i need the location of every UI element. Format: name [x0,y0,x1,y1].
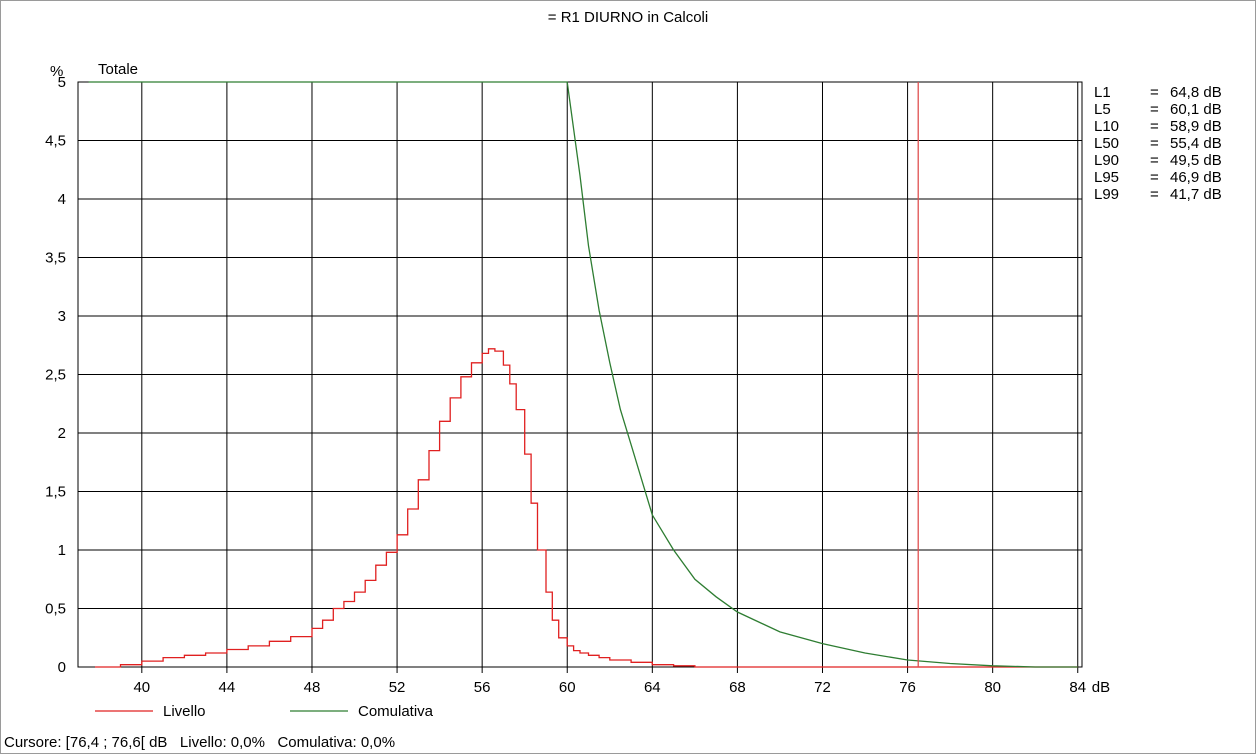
x-ticks: 40 44 48 52 56 60 64 68 72 76 80 84 dB [133,679,1110,696]
legend-label: Livello [163,703,206,720]
legend: Livello Comulativa [95,703,434,720]
x-tick-label: 72 [814,679,831,696]
y-tick-label: 4 [58,191,66,208]
x-tick-label: 52 [389,679,406,696]
x-tick-label: 40 [133,679,150,696]
percentile-value: 41,7 dB [1170,186,1222,203]
percentile-label: L5 [1094,101,1111,118]
percentile-equals: = [1150,186,1159,203]
x-tick-label: 56 [474,679,491,696]
y-tick-label: 0,5 [45,601,66,618]
legend-label: Comulativa [358,703,434,720]
percentile-value: 49,5 dB [1170,152,1222,169]
y-tick-label: 3,5 [45,250,66,267]
percentile-equals: = [1150,152,1159,169]
x-tick-label: 80 [984,679,1001,696]
x-tick-label: 44 [219,679,236,696]
x-tick-label: 84 [1069,679,1086,696]
percentile-value: 46,9 dB [1170,169,1222,186]
percentile-label: L50 [1094,135,1119,152]
y-tick-label: 1,5 [45,484,66,501]
percentile-value: 55,4 dB [1170,135,1222,152]
y-tick-label: 5 [58,74,66,91]
percentile-value: 64,8 dB [1170,84,1222,101]
x-tick-label: 76 [899,679,916,696]
percentile-equals: = [1150,169,1159,186]
y-axis-unit: % [50,63,63,80]
percentile-table: L1 = 64,8 dB L5 = 60,1 dB L10 = 58,9 dB L50 = 55,4 … [1094,84,1222,203]
y-tick-label: 0 [58,659,66,676]
y-tick-label: 2,5 [45,367,66,384]
cursor-readout: Cursore: [76,4 ; 76,6[ dB Livello: 0,0% … [4,734,396,751]
percentile-value: 58,9 dB [1170,118,1222,135]
x-tick-label: 64 [644,679,661,696]
percentile-label: L90 [1094,152,1119,169]
percentile-label: L10 [1094,118,1119,135]
y-tick-label: 4,5 [45,133,66,150]
chart-title: = R1 DIURNO in Calcoli [548,9,708,26]
series-comulativa [88,81,1078,668]
y-ticks: 0 0,5 1 1,5 2 2,5 3 3,5 4 4,5 5 [45,74,66,676]
percentile-label: L95 [1094,169,1119,186]
x-tick-label: 68 [729,679,746,696]
percentile-label: L99 [1094,186,1119,203]
percentile-equals: = [1150,101,1159,118]
x-tick-label: 60 [559,679,576,696]
grid [77,81,1083,673]
series-title: Totale [98,61,138,78]
x-axis-unit: dB [1092,679,1110,696]
percentile-equals: = [1150,135,1159,152]
percentile-equals: = [1150,84,1159,101]
percentile-label: L1 [1094,84,1111,101]
y-tick-label: 3 [58,308,66,325]
series [88,81,1078,668]
x-tick-label: 48 [304,679,321,696]
series-livello [95,348,1078,668]
y-tick-label: 1 [58,542,66,559]
percentile-equals: = [1150,118,1159,135]
y-tick-label: 2 [58,425,66,442]
percentile-value: 60,1 dB [1170,101,1222,118]
